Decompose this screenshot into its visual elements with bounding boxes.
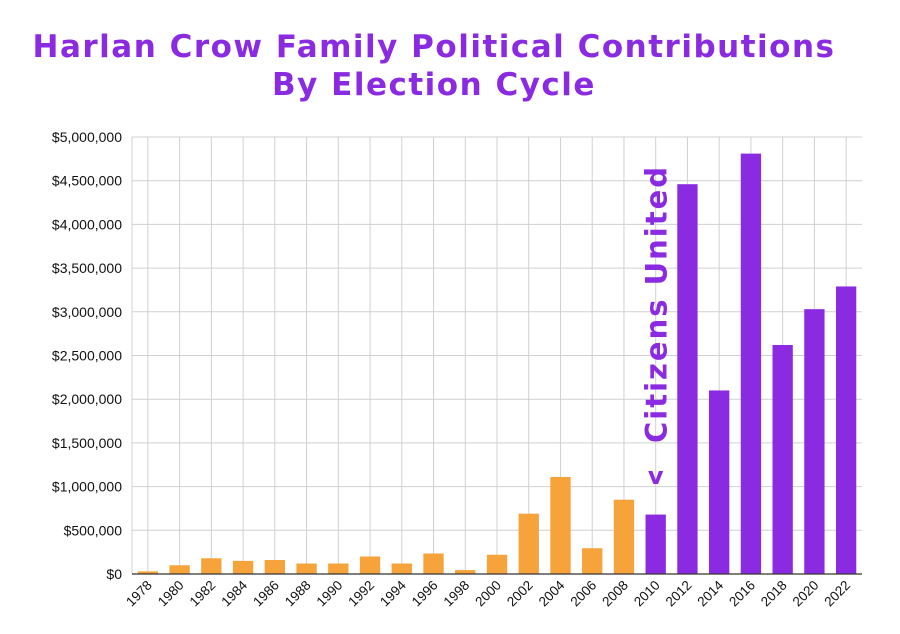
y-tick-label: $2,000,000 <box>52 391 122 407</box>
x-tick-label: 1994 <box>377 577 409 609</box>
bar-2004 <box>550 476 571 574</box>
y-tick-label: $500,000 <box>64 522 123 538</box>
x-tick-label: 1982 <box>187 578 219 610</box>
bar-2006 <box>582 548 603 574</box>
x-tick-label: 2022 <box>821 578 853 610</box>
x-tick-label: 1992 <box>345 578 377 610</box>
y-tick-label: $4,000,000 <box>52 216 122 232</box>
bar-2010 <box>645 514 666 574</box>
chart-title-line-1: Harlan Crow Family Political Contributio… <box>32 29 836 65</box>
x-tick-label: 1996 <box>409 578 441 610</box>
y-tick-label: $4,500,000 <box>52 173 122 189</box>
bar-2014 <box>709 390 730 574</box>
annotation-arrow: v <box>648 462 664 490</box>
bar-2000 <box>486 554 508 574</box>
bar-1986 <box>264 560 285 574</box>
bar-1992 <box>359 556 381 574</box>
x-tick-label: 1990 <box>314 578 346 610</box>
bar-2008 <box>613 499 635 574</box>
y-tick-label: $2,500,000 <box>52 348 122 364</box>
chart-title: Harlan Crow Family Political Contributio… <box>0 28 868 104</box>
x-tick-label: 2008 <box>599 578 631 610</box>
y-tick-label: $1,500,000 <box>52 435 122 451</box>
bar-1978 <box>137 571 159 574</box>
y-tick-label: $1,000,000 <box>52 479 122 495</box>
bar-2012 <box>677 184 698 575</box>
x-tick-label: 2006 <box>567 578 599 610</box>
x-tick-label: 1998 <box>441 578 473 610</box>
bar-1994 <box>391 563 412 574</box>
x-tick-label: 2018 <box>758 578 790 610</box>
x-tick-label: 1988 <box>282 578 314 610</box>
x-tick-label: 2014 <box>694 577 726 609</box>
x-tick-label: 2002 <box>504 578 536 610</box>
annotation-citizens-united: Citizens United <box>640 165 674 443</box>
y-tick-label: $3,500,000 <box>52 260 122 276</box>
bar-1998 <box>455 570 476 574</box>
x-tick-label: 2012 <box>663 578 695 610</box>
y-tick-label: $3,000,000 <box>52 304 122 320</box>
bar-2002 <box>518 513 539 574</box>
x-tick-label: 1986 <box>250 578 282 610</box>
x-tick-label: 1978 <box>123 578 155 610</box>
x-tick-label: 2020 <box>790 578 822 610</box>
bar-1982 <box>201 558 222 574</box>
x-tick-label: 2000 <box>472 578 504 610</box>
bar-2018 <box>772 345 793 574</box>
x-tick-label: 2010 <box>631 578 663 610</box>
bar-1990 <box>328 563 349 574</box>
bar-2022 <box>835 286 857 574</box>
bar-2016 <box>740 153 762 574</box>
bar-1988 <box>296 563 317 574</box>
bar-1996 <box>423 553 444 574</box>
y-tick-label: $0 <box>106 566 122 582</box>
bar-1984 <box>232 560 254 574</box>
y-tick-label: $5,000,000 <box>52 129 122 145</box>
bar-2020 <box>804 309 825 574</box>
x-tick-label: 2004 <box>536 577 568 609</box>
x-tick-label: 1984 <box>218 577 250 609</box>
chart-title-line-2: By Election Cycle <box>272 67 596 103</box>
x-tick-label: 1980 <box>155 578 187 610</box>
x-tick-label: 2016 <box>726 578 758 610</box>
bar-1980 <box>169 565 190 574</box>
